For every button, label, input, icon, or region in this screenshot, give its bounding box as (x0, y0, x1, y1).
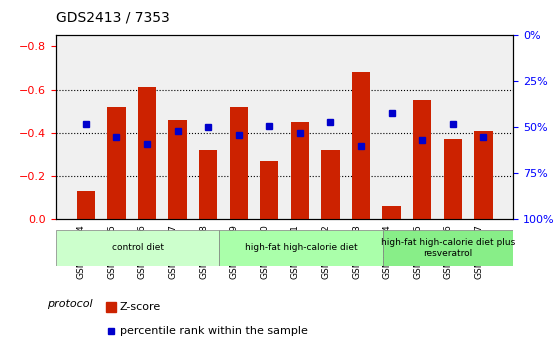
Bar (382, 206, 401, 219)
Text: protocol: protocol (47, 299, 92, 309)
Text: Z-score: Z-score (120, 302, 161, 312)
Bar (291, 122, 309, 219)
Bar (321, 150, 340, 219)
Text: percentile rank within the sample: percentile rank within the sample (120, 326, 307, 336)
Bar (107, 107, 126, 219)
FancyBboxPatch shape (219, 230, 383, 266)
Bar (413, 101, 431, 219)
Bar (138, 87, 156, 219)
Text: high-fat high-calorie diet plus
resveratrol: high-fat high-calorie diet plus resverat… (381, 238, 515, 257)
Bar (260, 161, 278, 219)
Bar (352, 72, 370, 219)
Bar (76, 191, 95, 219)
Text: high-fat high-calorie diet: high-fat high-calorie diet (244, 243, 357, 252)
Bar (199, 150, 217, 219)
FancyBboxPatch shape (56, 230, 219, 266)
Bar (474, 131, 493, 219)
Text: control diet: control diet (112, 243, 163, 252)
Text: GDS2413 / 7353: GDS2413 / 7353 (56, 11, 170, 25)
FancyBboxPatch shape (383, 230, 513, 266)
Bar (444, 139, 462, 219)
Bar (229, 107, 248, 219)
Bar (169, 120, 187, 219)
